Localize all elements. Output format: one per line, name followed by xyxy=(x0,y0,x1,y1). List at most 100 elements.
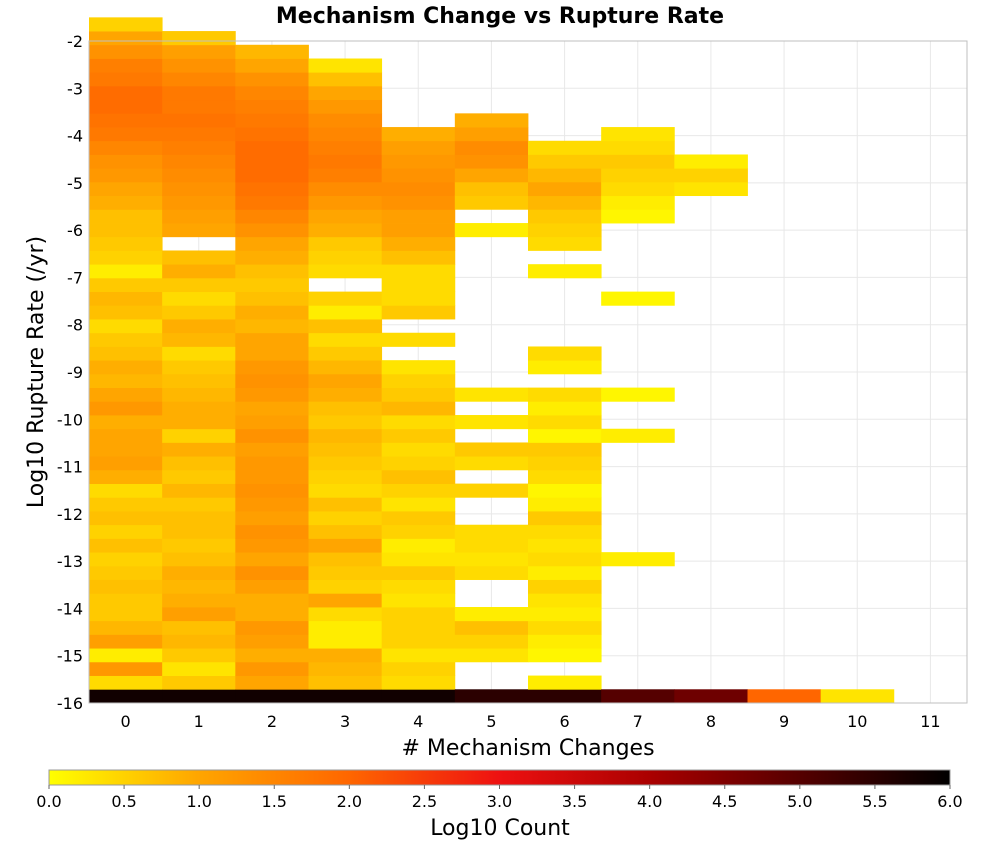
x-tick-label: 3 xyxy=(340,712,350,731)
heatmap-cell xyxy=(674,181,748,197)
heatmap-cell xyxy=(528,181,602,197)
heatmap-cell xyxy=(235,360,309,375)
heatmap-cell xyxy=(381,264,456,279)
heatmap-cell xyxy=(381,360,456,375)
heatmap-cell xyxy=(528,154,602,169)
heatmap-cell xyxy=(89,428,163,443)
heatmap-cell xyxy=(528,415,602,430)
heatmap-cell xyxy=(235,483,309,498)
heatmap-cell xyxy=(528,223,602,238)
heatmap-cell xyxy=(454,113,529,128)
heatmap-cell xyxy=(235,346,309,361)
x-tick-label: 7 xyxy=(633,712,643,731)
heatmap-cell xyxy=(308,72,383,87)
heatmap-cell xyxy=(235,511,309,526)
heatmap-cell xyxy=(528,442,602,457)
x-tick-label: 8 xyxy=(706,712,716,731)
heatmap-cell xyxy=(308,524,383,539)
y-tick-label: -11 xyxy=(57,458,83,477)
heatmap-cell xyxy=(601,209,675,224)
heatmap-cell xyxy=(89,291,163,306)
heatmap-cell xyxy=(454,456,529,471)
heatmap-cell xyxy=(381,456,456,471)
heatmap-cell xyxy=(235,538,309,553)
x-tick-label: 10 xyxy=(847,712,867,731)
heatmap-cell xyxy=(162,511,236,526)
heatmap-cell xyxy=(235,401,309,416)
heatmap-cell xyxy=(89,140,163,155)
heatmap-cell xyxy=(162,291,236,306)
heatmap-cell xyxy=(162,223,236,238)
heatmap-cell xyxy=(308,565,383,580)
heatmap-cell xyxy=(162,442,236,457)
heatmap-cell xyxy=(89,264,163,279)
heatmap-cell xyxy=(381,140,456,155)
x-axis-ticks: 0 1 2 3 4 5 6 7 8 9 10 11 xyxy=(120,712,940,731)
heatmap-cell xyxy=(308,415,383,430)
heatmap-cell xyxy=(674,168,748,183)
heatmap-cell xyxy=(162,373,236,388)
heatmap-cell xyxy=(381,524,456,539)
heatmap-cell xyxy=(162,456,236,471)
heatmap-cell xyxy=(601,689,675,704)
heatmap-cell xyxy=(235,72,309,87)
heatmap-cell xyxy=(235,332,309,347)
heatmap-cell xyxy=(454,127,529,142)
x-tick-label: 4 xyxy=(413,712,423,731)
heatmap-cell xyxy=(235,58,309,73)
heatmap-cell xyxy=(89,58,163,73)
heatmap-cell xyxy=(381,223,456,238)
y-tick-label: -2 xyxy=(67,32,83,51)
heatmap-cell xyxy=(381,511,456,526)
heatmap-cell xyxy=(89,113,163,128)
heatmap-cell xyxy=(601,127,675,142)
heatmap-cell xyxy=(89,250,163,265)
x-tick-label: 6 xyxy=(559,712,569,731)
heatmap-cell xyxy=(528,593,602,608)
heatmap-cell xyxy=(528,401,602,416)
heatmap-cell xyxy=(454,689,529,704)
heatmap-cell xyxy=(454,181,529,197)
heatmap-cell xyxy=(381,195,456,210)
y-tick-label: -15 xyxy=(57,647,83,666)
heatmap-cell xyxy=(528,360,602,375)
heatmap-cell xyxy=(162,675,236,690)
heatmap-cell xyxy=(674,689,748,704)
y-tick-label: -7 xyxy=(67,268,83,287)
heatmap-cell xyxy=(235,209,309,224)
heatmap-cell xyxy=(308,373,383,388)
heatmap-cell xyxy=(308,579,383,594)
heatmap-cell xyxy=(235,524,309,539)
y-tick-label: -8 xyxy=(67,316,83,335)
heatmap-cell xyxy=(89,181,163,197)
heatmap-cell xyxy=(308,661,383,676)
heatmap-cell xyxy=(89,168,163,183)
heatmap-cell xyxy=(235,154,309,169)
heatmap-cell xyxy=(89,511,163,526)
heatmap-cell xyxy=(308,291,383,306)
heatmap-cell xyxy=(89,497,163,512)
y-tick-label: -16 xyxy=(57,694,83,713)
heatmap-cell xyxy=(235,579,309,594)
y-tick-label: -14 xyxy=(57,599,83,618)
heatmap-cell xyxy=(89,634,163,649)
heatmap-cell xyxy=(308,85,383,101)
heatmap-cell xyxy=(528,634,602,649)
heatmap-cell xyxy=(89,44,163,59)
heatmap-cell xyxy=(601,168,675,183)
heatmap-cell xyxy=(381,442,456,457)
heatmap-cell xyxy=(162,44,236,59)
heatmap-cell xyxy=(308,332,383,347)
y-tick-label: -3 xyxy=(67,79,83,98)
heatmap-cell xyxy=(162,209,236,224)
heatmap-cell xyxy=(528,209,602,224)
heatmap-cell xyxy=(454,442,529,457)
heatmap-cell xyxy=(89,319,163,334)
heatmap-cell xyxy=(601,140,675,155)
heatmap-cell xyxy=(162,469,236,484)
heatmap-cell xyxy=(308,140,383,155)
heatmap-cell xyxy=(235,195,309,210)
heatmap-cell xyxy=(89,31,163,46)
x-tick-label: 9 xyxy=(779,712,789,731)
heatmap-cell xyxy=(308,428,383,443)
